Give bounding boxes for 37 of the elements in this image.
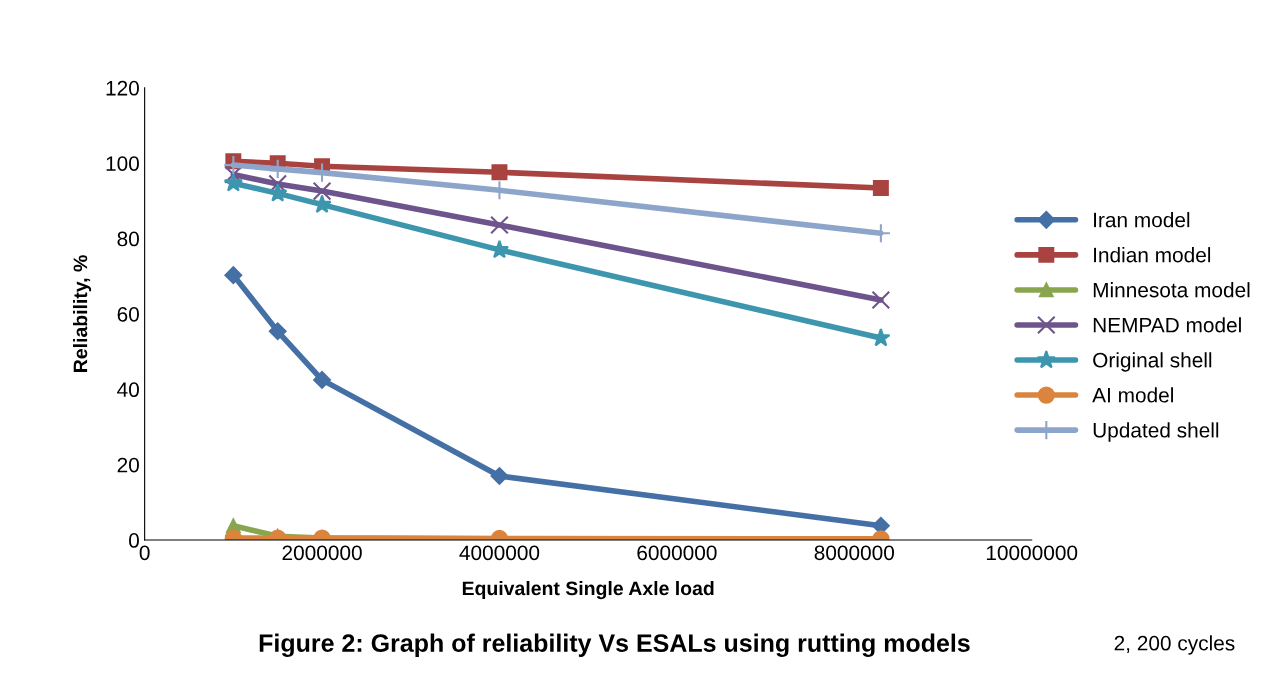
x-tick-label: 6000000	[637, 545, 717, 561]
point	[490, 215, 509, 235]
x-tick-label: 0	[139, 545, 150, 561]
point	[223, 173, 243, 192]
y-tick-label: 0	[129, 533, 139, 548]
point	[312, 194, 332, 214]
y-tick-label: 60	[117, 306, 139, 322]
text: Figure 2: Graph of reliability Vs ESALs using rutting models	[259, 633, 970, 658]
x-tick-label: 10000000	[986, 545, 1078, 561]
point	[491, 164, 508, 181]
point	[871, 327, 891, 347]
x-axis-title: Equivalent Single Axle load	[462, 580, 714, 600]
point	[872, 180, 889, 197]
x-tick-label: 8000000	[814, 545, 895, 561]
text: 2, 200 cycles	[1114, 635, 1235, 655]
legend-label: Original shell	[1093, 352, 1212, 372]
legend-label: AI model	[1092, 387, 1173, 403]
y-tick-label: 100	[106, 156, 139, 171]
legend-label: Minnesota model	[1093, 282, 1250, 298]
x-tick-label: 4000000	[459, 545, 540, 561]
point	[312, 181, 332, 201]
y-tick-label: 20	[117, 457, 139, 473]
legend-label: Iran model	[1094, 212, 1190, 228]
point	[268, 183, 288, 202]
y-tick-label: 80	[117, 231, 139, 247]
point	[224, 266, 243, 285]
y-tick-label: 40	[117, 382, 139, 398]
y-axis-title: Reliability, %	[73, 255, 92, 372]
point	[871, 290, 891, 310]
point	[313, 370, 331, 389]
legend-label: NEMPAD model	[1093, 317, 1241, 333]
y-tick-label: 120	[106, 80, 139, 96]
legend-label: Indian model	[1094, 247, 1211, 263]
x-tick-label: 2000000	[282, 545, 362, 561]
legend-label: Updated shell	[1093, 422, 1219, 442]
point	[223, 165, 243, 184]
point	[268, 322, 287, 341]
